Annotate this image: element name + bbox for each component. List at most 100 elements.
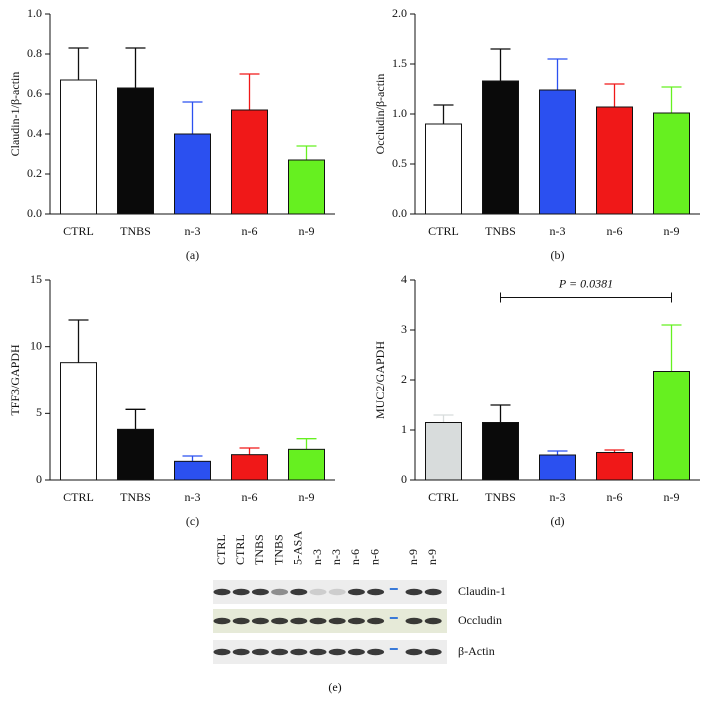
- y-tick-label: 0.0: [392, 206, 407, 220]
- lane-label: TNBS: [252, 534, 266, 565]
- y-axis-label: MUC2/GAPDH: [373, 341, 387, 419]
- bar: [539, 454, 576, 481]
- bar: [288, 159, 325, 215]
- bar: [539, 89, 576, 215]
- bar: [596, 452, 633, 481]
- band: [405, 648, 423, 656]
- x-tick-label: TNBS: [120, 490, 151, 504]
- x-tick-label: CTRL: [428, 224, 459, 238]
- bar: [117, 87, 154, 215]
- x-tick-label: n-6: [607, 224, 623, 238]
- y-tick-label: 3: [401, 322, 407, 336]
- band: [309, 617, 327, 625]
- bar: [653, 371, 690, 481]
- bar: [174, 133, 211, 215]
- panel-caption: (b): [551, 248, 565, 262]
- y-tick-label: 2.0: [392, 6, 407, 20]
- bar: [653, 112, 690, 215]
- panel-caption: (d): [551, 514, 565, 528]
- bar: [425, 123, 462, 215]
- row-label: Claudin-1: [458, 584, 506, 598]
- lane-label: TNBS: [271, 534, 285, 565]
- band: [347, 648, 365, 656]
- bar: [231, 454, 268, 481]
- band: [309, 648, 327, 656]
- bar: [425, 422, 462, 481]
- panel-caption: (e): [328, 680, 341, 694]
- bar: [174, 460, 211, 481]
- y-tick-label: 1.0: [27, 6, 42, 20]
- significance-label: P = 0.0381: [558, 276, 613, 290]
- x-tick-label: n-9: [299, 490, 315, 504]
- band: [424, 648, 442, 656]
- lane-label: CTRL: [214, 534, 228, 565]
- row-label: Occludin: [458, 613, 502, 627]
- y-tick-label: 0.8: [27, 46, 42, 60]
- band: [367, 617, 385, 625]
- y-axis-label: TFF3/GAPDH: [8, 344, 22, 416]
- bar: [231, 109, 268, 215]
- bar: [482, 422, 519, 481]
- y-tick-label: 1: [401, 422, 407, 436]
- lane-label: 5-ASA: [291, 531, 305, 565]
- y-tick-label: 4: [401, 272, 407, 286]
- x-tick-label: CTRL: [63, 490, 94, 504]
- bar: [596, 106, 633, 215]
- y-tick-label: 0.6: [27, 86, 42, 100]
- x-tick-label: CTRL: [428, 490, 459, 504]
- y-axis-label: Claudin-1/β-actin: [8, 72, 22, 157]
- lane-label: n-6: [348, 549, 362, 565]
- x-tick-label: n-3: [550, 224, 566, 238]
- bar: [60, 79, 97, 215]
- x-tick-label: TNBS: [120, 224, 151, 238]
- band: [271, 588, 289, 596]
- y-tick-label: 10: [30, 338, 42, 352]
- x-tick-label: n-9: [664, 490, 680, 504]
- band: [347, 617, 365, 625]
- x-tick-label: n-3: [185, 224, 201, 238]
- lane-label: n-6: [367, 549, 381, 565]
- band: [328, 588, 346, 596]
- bar: [288, 448, 325, 481]
- y-tick-label: 0: [401, 472, 407, 486]
- band: [232, 617, 250, 625]
- band: [367, 588, 385, 596]
- band: [251, 588, 269, 596]
- band: [367, 648, 385, 656]
- band: [232, 648, 250, 656]
- band: [328, 617, 346, 625]
- x-tick-label: n-9: [299, 224, 315, 238]
- band: [271, 617, 289, 625]
- y-tick-label: 0.5: [392, 156, 407, 170]
- y-tick-label: 0.0: [27, 206, 42, 220]
- significance-bracket: [500, 292, 672, 303]
- bar: [60, 362, 97, 481]
- band: [424, 617, 442, 625]
- panel-caption: (c): [186, 514, 199, 528]
- band: [213, 588, 231, 596]
- y-tick-label: 1.5: [392, 56, 407, 70]
- lane-label: n-3: [329, 549, 343, 565]
- x-tick-label: TNBS: [485, 224, 516, 238]
- x-tick-label: CTRL: [63, 224, 94, 238]
- y-axis-label: Occludin/β-actin: [373, 74, 387, 155]
- y-tick-label: 0: [36, 472, 42, 486]
- y-tick-label: 0.2: [27, 166, 42, 180]
- band: [213, 648, 231, 656]
- x-tick-label: n-6: [607, 490, 623, 504]
- lane-label: CTRL: [233, 534, 247, 565]
- band: [213, 617, 231, 625]
- x-tick-label: n-3: [550, 490, 566, 504]
- marker: [389, 617, 398, 619]
- bar: [482, 80, 519, 215]
- bar: [117, 428, 154, 481]
- band: [251, 648, 269, 656]
- band: [405, 617, 423, 625]
- lane-label: n-9: [406, 549, 420, 565]
- y-tick-label: 2: [401, 372, 407, 386]
- x-tick-label: n-3: [185, 490, 201, 504]
- panel-caption: (a): [186, 248, 199, 262]
- y-tick-label: 0.4: [27, 126, 42, 140]
- band: [347, 588, 365, 596]
